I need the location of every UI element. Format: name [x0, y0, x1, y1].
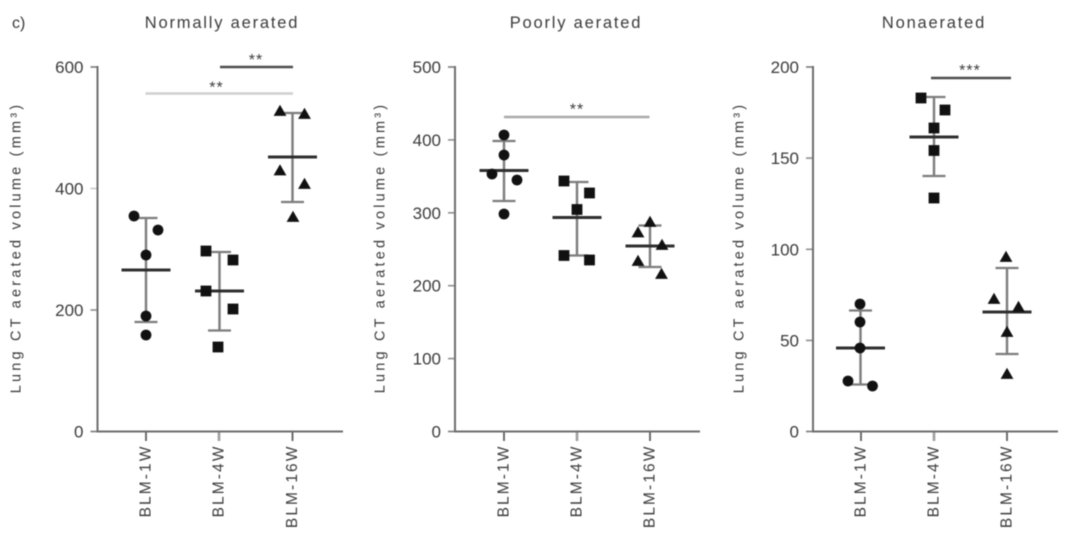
svg-text:Nonaerated: Nonaerated — [882, 14, 986, 32]
svg-text:**: ** — [570, 102, 584, 119]
svg-text:**: ** — [209, 80, 223, 97]
svg-text:400: 400 — [55, 180, 83, 199]
svg-text:BLM-1W: BLM-1W — [138, 445, 155, 518]
svg-text:50: 50 — [780, 331, 799, 350]
svg-text:200: 200 — [413, 277, 441, 296]
svg-text:500: 500 — [413, 58, 441, 77]
svg-text:Poorly aerated: Poorly aerated — [510, 14, 643, 32]
svg-text:BLM-16W: BLM-16W — [284, 445, 301, 529]
svg-text:100: 100 — [413, 350, 441, 369]
svg-text:0: 0 — [74, 423, 83, 442]
svg-text:400: 400 — [413, 131, 441, 150]
svg-text:100: 100 — [771, 240, 799, 259]
svg-text:600: 600 — [55, 58, 83, 77]
svg-text:0: 0 — [790, 423, 799, 442]
svg-text:c): c) — [12, 15, 25, 32]
svg-text:0: 0 — [432, 423, 441, 442]
svg-text:BLM-1W: BLM-1W — [496, 445, 513, 518]
svg-text:Lung CT aerated volume (mm³): Lung CT aerated volume (mm³) — [732, 102, 748, 394]
svg-text:200: 200 — [55, 301, 83, 320]
svg-text:BLM-1W: BLM-1W — [853, 445, 870, 518]
svg-text:BLM-4W: BLM-4W — [211, 445, 228, 518]
svg-text:300: 300 — [413, 204, 441, 223]
svg-text:BLM-4W: BLM-4W — [569, 445, 586, 518]
svg-text:Lung CT aerated volume (mm³): Lung CT aerated volume (mm³) — [373, 102, 389, 394]
svg-text:**: ** — [249, 52, 263, 69]
svg-text:150: 150 — [771, 149, 799, 168]
svg-text:200: 200 — [771, 58, 799, 77]
svg-text:BLM-4W: BLM-4W — [926, 445, 943, 518]
svg-text:BLM-16W: BLM-16W — [999, 445, 1016, 529]
svg-text:Normally aerated: Normally aerated — [145, 14, 299, 32]
svg-text:Lung CT aerated volume (mm³): Lung CT aerated volume (mm³) — [9, 102, 25, 394]
svg-text:***: *** — [959, 63, 981, 80]
svg-text:BLM-16W: BLM-16W — [642, 445, 659, 529]
